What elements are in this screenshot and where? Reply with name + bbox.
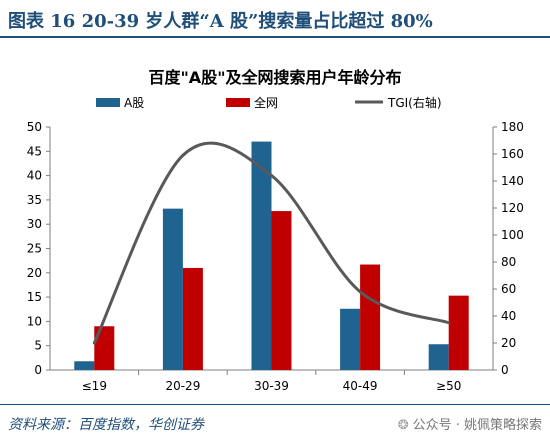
figure-title: 图表 16 20-39 岁人群“A 股”搜索量占比超过 80%: [8, 11, 433, 32]
right-tick-label: 120: [501, 201, 524, 215]
bar-all-web: [94, 326, 115, 370]
right-tick-label: 60: [501, 282, 516, 296]
left-tick-label: 20: [27, 266, 42, 280]
right-tick-label: 0: [501, 363, 509, 377]
right-tick-label: 140: [501, 174, 524, 188]
x-tick-label: 40-49: [343, 379, 378, 393]
tgi-point: [447, 321, 451, 325]
left-tick-label: 25: [27, 242, 42, 256]
x-tick-label: ≤19: [82, 379, 107, 393]
x-tick-label: 20-29: [165, 379, 200, 393]
tgi-point: [181, 153, 185, 157]
bar-all-web: [182, 267, 203, 370]
left-tick-label: 10: [27, 314, 42, 328]
left-tick-label: 50: [27, 120, 42, 134]
wechat-icon: ❂: [397, 418, 409, 433]
bar-a-share: [428, 344, 449, 370]
bar-all-web: [271, 211, 292, 370]
x-tick-label: ≥50: [436, 379, 461, 393]
watermark: ❂ 公众号 · 姚佩策略探索: [398, 414, 542, 433]
bar-a-share: [162, 208, 183, 370]
legend: A股 全网 TGI(右轴): [96, 95, 442, 110]
figure-header: 图表 16 20-39 岁人群“A 股”搜索量占比超过 80%: [0, 0, 550, 38]
tgi-line: [92, 141, 451, 345]
watermark-text: 公众号 · 姚佩策略探索: [412, 418, 542, 433]
bar-a-share: [74, 361, 95, 370]
legend-label: A股: [124, 96, 144, 110]
right-tick-label: 80: [501, 255, 516, 269]
tgi-line-path: [92, 141, 450, 344]
chart-title: 百度"A股"及全网搜索用户年龄分布: [148, 68, 401, 87]
header-rule: [0, 36, 550, 38]
x-tick-label: 30-39: [254, 379, 289, 393]
left-tick-label: 45: [27, 144, 42, 158]
left-tick-label: 15: [27, 290, 42, 304]
figure-footer: 资料来源：百度指数，华创证券 ❂ 公众号 · 姚佩策略探索: [0, 404, 550, 440]
tgi-point: [270, 174, 273, 178]
bars: [74, 141, 469, 370]
legend-swatch: [226, 98, 250, 107]
bar-all-web: [448, 295, 469, 370]
right-tick-label: 180: [501, 120, 524, 134]
footer-rule: [0, 404, 550, 405]
right-tick-label: 20: [501, 336, 516, 350]
right-tick-label: 100: [501, 228, 524, 242]
legend-label: 全网: [254, 95, 278, 110]
left-tick-label: 40: [27, 169, 42, 183]
right-tick-label: 160: [501, 147, 524, 161]
legend-label: TGI(右轴): [387, 95, 442, 110]
age-distribution-chart: 百度"A股"及全网搜索用户年龄分布 A股 全网 TGI(右轴) 0 5 10 15 20 25…: [27, 68, 524, 393]
bar-a-share: [251, 141, 272, 370]
axes: 0 5 10 15 20 25 30 35 40 45 50 0 20 40 60 80 100 120 140 16…: [27, 120, 524, 393]
bar-all-web: [360, 264, 381, 370]
left-tick-label: 5: [34, 339, 42, 353]
bar-a-share: [340, 308, 361, 370]
tgi-point: [358, 290, 362, 294]
right-tick-label: 40: [501, 309, 516, 323]
tgi-point: [92, 341, 96, 345]
legend-swatch: [96, 98, 120, 107]
left-tick-label: 0: [34, 363, 42, 377]
source-note: 资料来源：百度指数，华创证券: [8, 417, 204, 433]
left-tick-label: 35: [27, 193, 42, 207]
left-tick-label: 30: [27, 217, 42, 231]
